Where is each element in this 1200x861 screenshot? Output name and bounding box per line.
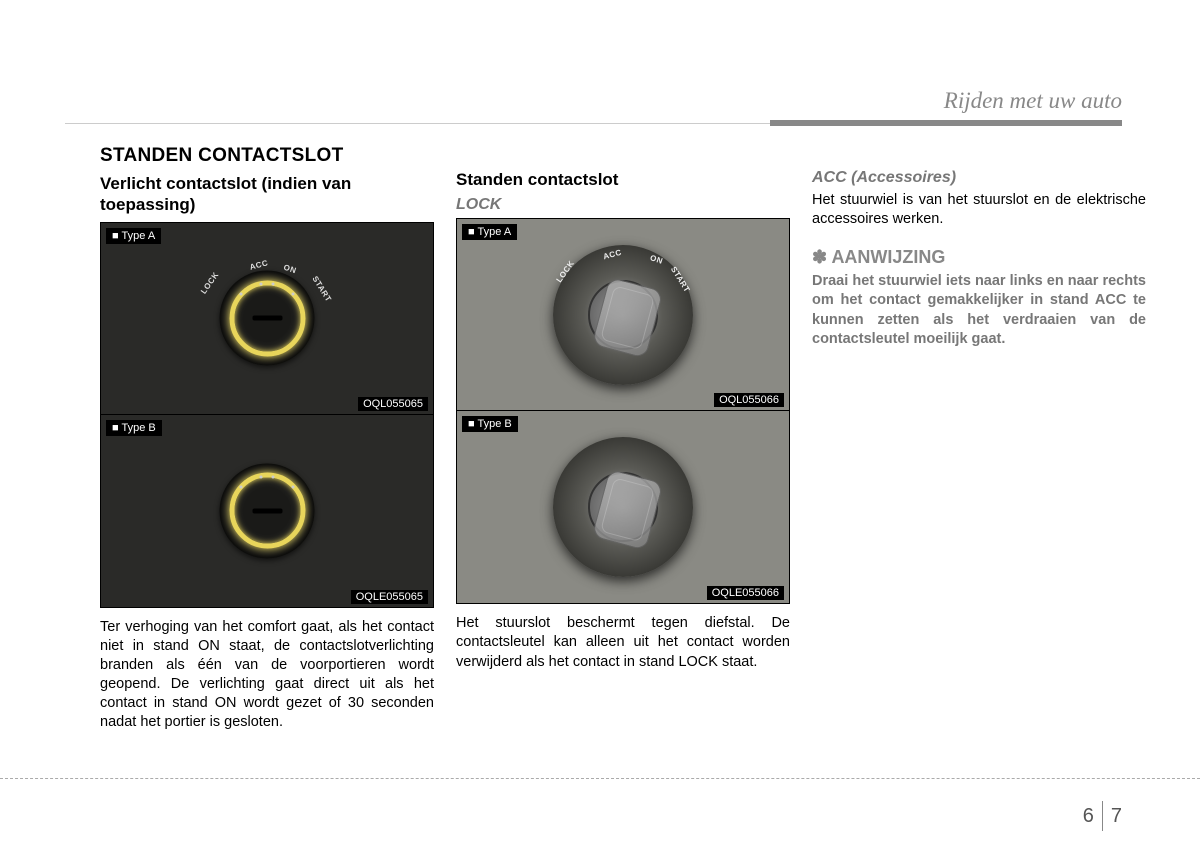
figure-col1-b: ■ Type B OQLE055065 [100,415,434,608]
figure-id: OQL055065 [358,397,428,411]
content-area: STANDEN CONTACTSLOT Verlicht contactslot… [100,145,1122,732]
type-label: ■ Type A [106,228,161,244]
sub-sub-col3: ACC (Accessoires) [812,169,1146,187]
type-label-text: Type A [478,226,512,238]
header-rule [770,120,1122,126]
notice-title: AANWIJZING [831,247,945,267]
type-label-text: Type B [122,422,156,434]
figure-col1-a: ■ Type A LOCK ACC ON START OQL055065 [100,222,434,415]
page-number-value: 7 [1111,805,1122,828]
key-slot-icon [252,508,282,513]
notice-symbol-icon: ✽ [812,247,827,267]
header-rule-left [65,123,770,124]
sub-title-col2: Standen contactslot [456,169,790,190]
sub-title-col1: Verlicht contactslot (indien van toepass… [100,173,434,216]
type-label: ■ Type B [106,420,162,436]
figure-col2-a: ■ Type A LOCK ACC ON START OQL055066 [456,218,790,411]
page-number: 6 7 [1083,801,1122,831]
notice-header: ✽ AANWIJZING [812,247,1146,268]
column-2: Standen contactslot LOCK ■ Type A LOCK A… [456,145,790,732]
type-label-text: Type B [478,418,512,430]
key-slot-icon [252,316,282,321]
column-1: STANDEN CONTACTSLOT Verlicht contactslot… [100,145,434,732]
pos-on: ON [649,253,664,266]
column-3: ACC (Accessoires) Het stuurwiel is van h… [812,145,1146,732]
ignition-switch-icon [553,437,693,577]
pos-lock: LOCK [555,259,577,284]
body-text-col2: Het stuurslot beschermt tegen diefstal. … [456,614,790,671]
ignition-switch-icon: LOCK ACC ON START [220,271,315,366]
figure-id: OQL055066 [714,393,784,407]
figure-col2-b: ■ Type B OQLE055066 [456,411,790,604]
type-label-text: Type A [122,230,156,242]
sub-sub-col2: LOCK [456,196,790,214]
pos-lock: LOCK [199,270,221,295]
pos-start: START [669,265,692,294]
figure-id: OQLE055065 [351,590,428,604]
figure-id: OQLE055066 [707,586,784,600]
type-label: ■ Type B [462,416,518,432]
ignition-switch-icon [220,463,315,558]
chapter-title: Rijden met uw auto [944,88,1122,114]
pos-acc: ACC [602,247,623,261]
page-num-divider [1102,801,1103,831]
chapter-number: 6 [1083,805,1094,828]
type-label: ■ Type A [462,224,517,240]
section-title: STANDEN CONTACTSLOT [100,145,434,167]
body-text-col3: Het stuurwiel is van het stuurslot en de… [812,191,1146,229]
body-text-col1: Ter verhoging van het comfort gaat, als … [100,618,434,733]
notice-body: Draai het stuurwiel iets naar links en n… [812,272,1146,349]
footer-dashed-line [0,778,1200,779]
ignition-switch-icon: LOCK ACC ON START [553,245,693,385]
